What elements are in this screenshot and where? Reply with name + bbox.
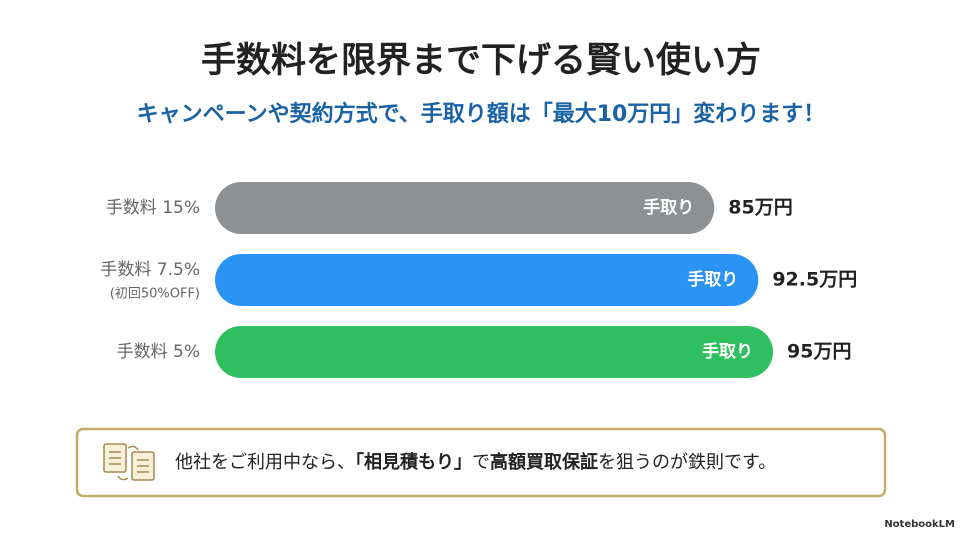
doc-icon bbox=[103, 443, 155, 481]
note-segment: を狙うのが鉄則です。 bbox=[598, 452, 776, 473]
value-label: 85万円 bbox=[728, 197, 792, 219]
value-label: 95万円 bbox=[787, 341, 851, 363]
note-emphasis: 「相見積もり」 bbox=[355, 451, 472, 473]
bar-inner-label: 手取り bbox=[687, 269, 738, 290]
value-label: 92.5万円 bbox=[772, 269, 857, 291]
bar bbox=[215, 182, 715, 234]
bar-inner-label: 手取り bbox=[702, 341, 753, 362]
bar-inner-label: 手取り bbox=[643, 197, 694, 218]
note-segment: 他社をご利用中なら、 bbox=[175, 452, 355, 473]
watermark: NotebookLM bbox=[884, 519, 955, 530]
category-label: 手数料 7.5% bbox=[100, 260, 200, 280]
category-note: (初回50%OFF) bbox=[110, 287, 200, 302]
bar bbox=[215, 254, 759, 306]
category-label: 手数料 5% bbox=[117, 342, 200, 362]
chart-title: 手数料を限界まで下げる賢い使い方 bbox=[201, 41, 761, 81]
category-label: 手数料 15% bbox=[106, 198, 200, 218]
chart-subtitle: キャンペーンや契約方式で、手取り額は「最大10万円」変わります！ bbox=[137, 101, 826, 127]
note-text: 他社をご利用中なら、「相見積もり」で高額買取保証を狙うのが鉄則です。 bbox=[175, 451, 776, 473]
bar bbox=[215, 326, 773, 378]
note-box bbox=[75, 427, 887, 498]
note-emphasis: 高額買取保証 bbox=[490, 451, 598, 473]
note-segment: で bbox=[472, 452, 490, 473]
